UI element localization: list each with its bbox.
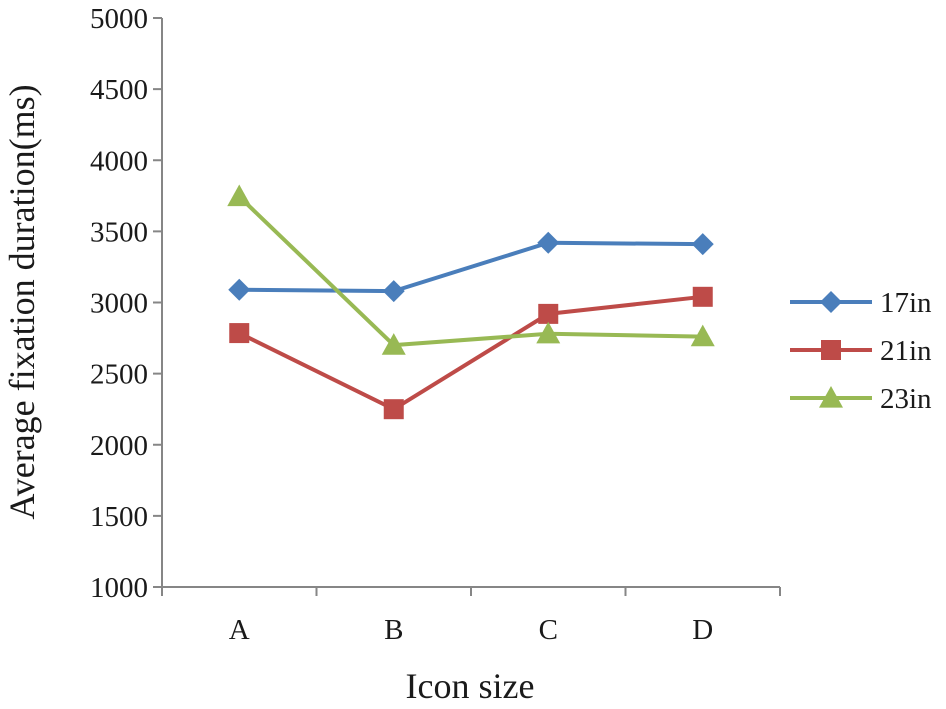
y-tick-label: 4500 <box>90 74 148 106</box>
y-tick-label: 2500 <box>90 359 148 391</box>
series-line <box>239 240 703 294</box>
data-point <box>228 278 251 301</box>
data-point <box>383 399 404 420</box>
data-point <box>227 184 252 207</box>
data-point <box>537 231 560 254</box>
series-21in <box>229 286 713 420</box>
x-tick-label: D <box>692 614 713 646</box>
legend-label: 17in <box>880 287 932 319</box>
axes: 1000 1500 2000 2500 3000 3500 4000 4500 5000 A B C D <box>90 3 781 646</box>
y-tick-label: 4000 <box>90 145 148 177</box>
series-23in <box>227 184 715 355</box>
legend-marker <box>821 340 841 360</box>
y-tick-label: 3500 <box>90 216 148 248</box>
series-17in <box>228 231 714 303</box>
series-line <box>238 294 703 412</box>
y-axis-title: Average fixation duration(ms) <box>2 84 42 519</box>
legend: 17in 21in 23in <box>790 287 932 415</box>
data-point <box>536 321 561 344</box>
data-point <box>229 323 250 344</box>
x-tick-label: B <box>384 614 403 646</box>
series-line <box>237 195 703 348</box>
x-tick-label: A <box>229 614 250 646</box>
y-tick-label: 1500 <box>90 501 148 533</box>
y-tick-label: 5000 <box>90 3 148 35</box>
data-point <box>382 280 405 303</box>
data-point <box>690 324 715 347</box>
y-tick-label: 3000 <box>90 288 148 320</box>
legend-label: 23in <box>880 383 932 415</box>
series-layer <box>227 184 715 420</box>
y-tick-label: 2000 <box>90 430 148 462</box>
legend-marker <box>819 386 843 408</box>
y-tick-label: 1000 <box>90 572 148 604</box>
legend-label: 21in <box>880 335 932 367</box>
legend-item-17in: 17in <box>790 287 932 319</box>
x-tick-label: C <box>539 614 558 646</box>
x-axis-title: Icon size <box>406 666 535 706</box>
data-point <box>538 303 559 324</box>
data-point <box>692 286 713 307</box>
legend-item-21in: 21in <box>790 335 932 367</box>
data-point <box>381 333 406 355</box>
data-point <box>691 233 714 256</box>
legend-marker <box>820 291 842 313</box>
legend-item-23in: 23in <box>790 383 932 415</box>
